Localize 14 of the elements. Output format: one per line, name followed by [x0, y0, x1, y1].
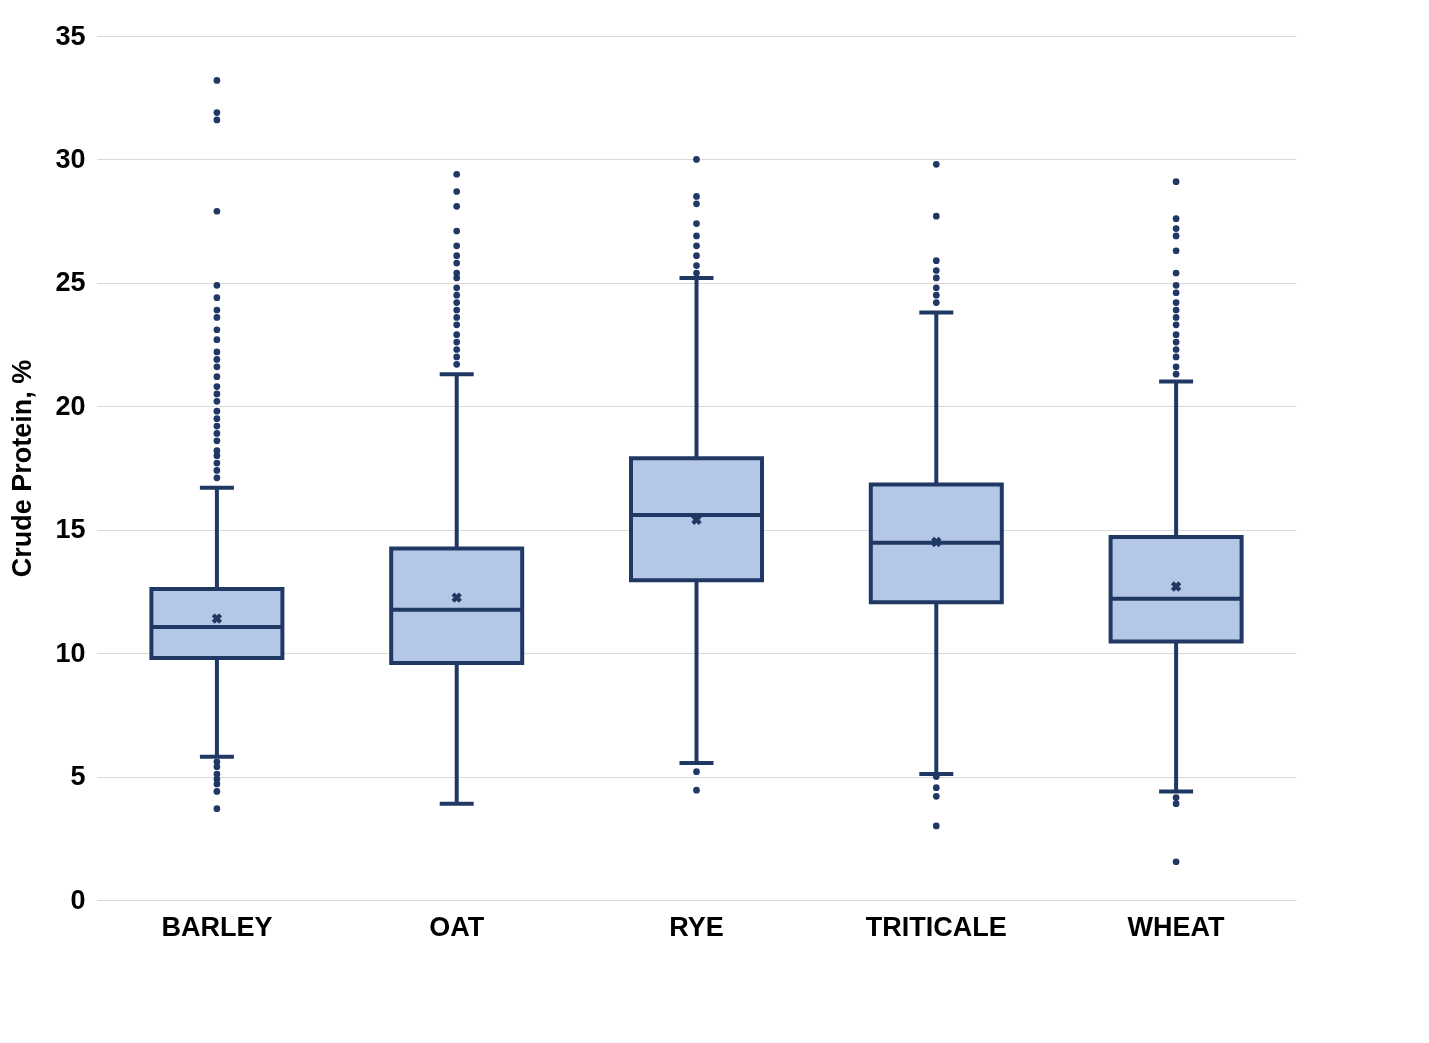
y-tick-label: 25 [55, 267, 86, 298]
y-tick-label: 20 [55, 390, 86, 421]
y-tick-label: 0 [70, 884, 86, 915]
y-tick-label: 30 [55, 143, 86, 174]
x-tick-label: OAT [429, 911, 485, 942]
y-tick-label: 15 [55, 514, 86, 545]
x-tick-label: RYE [669, 911, 724, 942]
y-tick-label: 10 [55, 637, 86, 668]
x-tick-label: TRITICALE [865, 911, 1007, 942]
x-tick-label: WHEAT [1127, 911, 1226, 942]
y-tick-label: 35 [55, 20, 86, 51]
y-axis-title: Crude Protein, % [7, 359, 38, 578]
y-tick-label: 5 [70, 761, 86, 792]
x-tick-label: BARLEY [161, 911, 273, 942]
